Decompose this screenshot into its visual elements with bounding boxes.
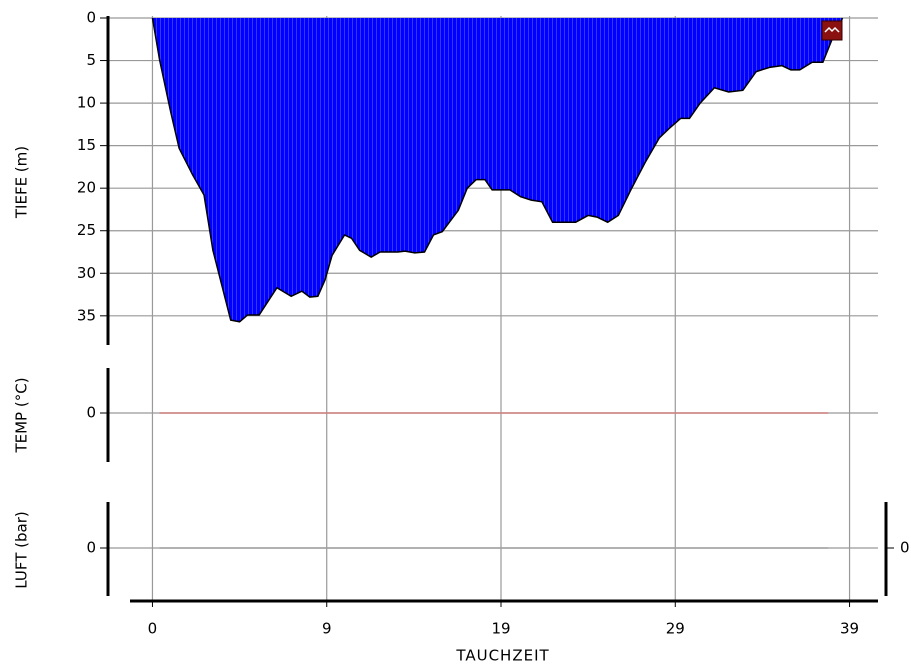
air-axis-label: LUFT (bar) — [13, 511, 31, 588]
x-tick-label: 39 — [840, 620, 859, 638]
y-tick-label: 5 — [86, 51, 96, 69]
y-tick-label: 30 — [77, 264, 96, 282]
x-tick-label: 9 — [322, 620, 332, 638]
x-axis-label: TAUCHZEIT — [455, 647, 549, 665]
x-tick-label: 29 — [666, 620, 685, 638]
x-tick-label: 19 — [491, 620, 510, 638]
temp-axis-label: TEMP (°C) — [13, 377, 31, 453]
y-tick-label: 25 — [77, 221, 96, 239]
y-tick-label: 15 — [77, 136, 96, 154]
y-tick-label: 0 — [86, 9, 96, 27]
y-tick-label: 10 — [77, 94, 96, 112]
y2-tick-label: 0 — [900, 539, 910, 557]
y-tick-label: 0 — [86, 539, 96, 557]
depth-area — [152, 18, 843, 322]
y-tick-label: 20 — [77, 179, 96, 197]
depth-axis-label: TIEFE (m) — [13, 146, 31, 219]
axes — [106, 16, 888, 603]
y-tick-label: 0 — [86, 404, 96, 422]
x-tick-label: 0 — [148, 620, 158, 638]
y-tick-label: 35 — [77, 306, 96, 324]
depth-line — [151, 17, 844, 323]
